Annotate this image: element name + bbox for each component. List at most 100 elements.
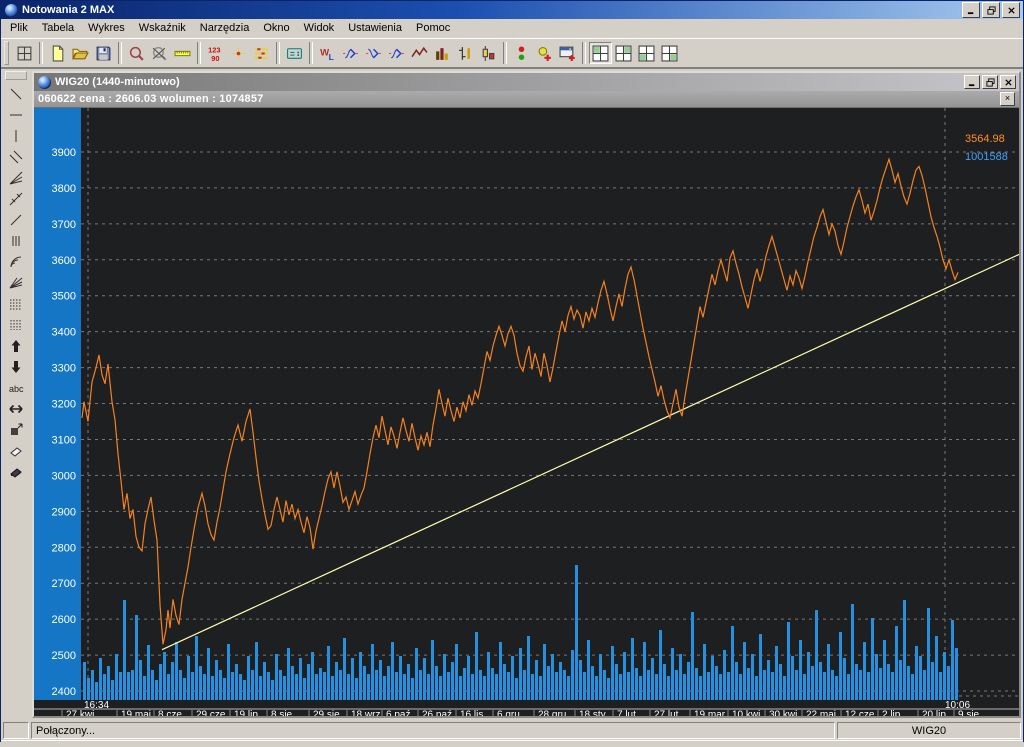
menu-ustawienia[interactable]: Ustawienia xyxy=(348,22,402,34)
new-file-icon[interactable] xyxy=(46,42,69,64)
volume-scale-label: 1001588 xyxy=(965,151,1008,163)
trend-line-icon[interactable] xyxy=(4,209,28,230)
arrow-down-icon[interactable] xyxy=(4,356,28,377)
layout-bottom-left-icon[interactable] xyxy=(635,42,658,64)
toolbar-separator xyxy=(309,42,313,64)
x-tick-label: 27 lut xyxy=(654,710,679,717)
eraser-icon[interactable] xyxy=(4,440,28,461)
x-tick-label: 16 lis xyxy=(460,710,483,717)
gridlines xyxy=(81,108,1019,692)
vertical-lines-icon[interactable] xyxy=(4,230,28,251)
text-abc-icon[interactable]: abc xyxy=(4,377,28,398)
x-tick-label: 12 cze xyxy=(845,710,875,717)
fan-lines-icon[interactable] xyxy=(4,167,28,188)
zigzag-icon[interactable] xyxy=(408,42,431,64)
layout-bottom-right-icon[interactable] xyxy=(658,42,681,64)
zoom-off-icon[interactable] xyxy=(148,42,171,64)
info-close-icon[interactable]: × xyxy=(1000,92,1015,106)
price-line[interactable] xyxy=(81,157,959,645)
toolbar-separator xyxy=(582,42,586,64)
menu-wskanik[interactable]: Wskaźnik xyxy=(138,22,186,34)
fib-arcs-icon[interactable] xyxy=(4,251,28,272)
toolbar-grip[interactable] xyxy=(4,41,9,65)
arrow-signal-3-icon[interactable] xyxy=(385,42,408,64)
open-folder-icon[interactable] xyxy=(69,42,92,64)
last-price-label: 3564.98 xyxy=(965,133,1005,145)
gann-fan-icon[interactable] xyxy=(4,272,28,293)
zoom-in-icon[interactable] xyxy=(125,42,148,64)
main-toolbar: 123 90 W L xyxy=(1,38,1023,68)
retracement-values-icon[interactable]: 123 90 xyxy=(204,42,227,64)
window-grid-icon[interactable] xyxy=(13,42,36,64)
close-icon[interactable] xyxy=(1002,2,1020,18)
window-controls xyxy=(962,2,1020,18)
chart-close-icon[interactable] xyxy=(1000,75,1016,89)
pitchfork-icon[interactable] xyxy=(4,188,28,209)
zoom-range-icon[interactable] xyxy=(4,419,28,440)
width-arrows-icon[interactable] xyxy=(4,398,28,419)
circle-add-icon[interactable] xyxy=(533,42,556,64)
y-tick-label: 2400 xyxy=(52,686,76,698)
save-icon[interactable] xyxy=(92,42,115,64)
volume-bars xyxy=(83,565,958,700)
menu-plik[interactable]: Plik xyxy=(10,22,28,34)
menu-narzdzia[interactable]: Narzędzia xyxy=(199,22,250,34)
ohlc-bars-icon[interactable] xyxy=(454,42,477,64)
chart-canvas-container[interactable]: 2400 2500 2600 2700 2800 2900 3000 3100 3200 3300… xyxy=(34,108,1019,716)
minimize-icon[interactable] xyxy=(962,2,980,18)
window-add-icon[interactable] xyxy=(556,42,579,64)
y-axis[interactable]: 2400 2500 2600 2700 2800 2900 3000 3100 3200 3300… xyxy=(34,108,81,700)
menu-pomoc[interactable]: Pomoc xyxy=(416,22,451,34)
menu-tabela[interactable]: Tabela xyxy=(41,22,75,34)
x-tick-label: 6 gru xyxy=(497,710,520,717)
volume-bars-icon[interactable] xyxy=(431,42,454,64)
x-tick-label: 29 sie xyxy=(313,710,340,717)
y-tick-label: 3300 xyxy=(52,363,76,375)
chart-restore-icon[interactable] xyxy=(982,75,998,89)
x-tick-label: 2 lip xyxy=(882,710,901,717)
x-tick-label: 29 cze xyxy=(196,710,226,717)
dots-signal-icon[interactable] xyxy=(510,42,533,64)
eraser-dark-icon[interactable] xyxy=(4,461,28,482)
fib-retracement-icon[interactable] xyxy=(4,293,28,314)
levels-icon[interactable] xyxy=(250,42,273,64)
x-tick-label: 22 maj xyxy=(806,710,836,717)
parallel-lines-icon[interactable] xyxy=(4,146,28,167)
arrow-signal-2-icon[interactable] xyxy=(362,42,385,64)
toolbar-separator xyxy=(503,42,507,64)
arrow-signal-1-icon[interactable] xyxy=(339,42,362,64)
toolbar-handle[interactable] xyxy=(5,71,27,80)
y-tick-label: 3900 xyxy=(52,147,76,159)
x-tick-label: 26 paź xyxy=(422,710,452,717)
line-oblique-icon[interactable] xyxy=(4,83,28,104)
menu-wykres[interactable]: Wykres xyxy=(88,22,125,34)
line-vertical-icon[interactable] xyxy=(4,125,28,146)
x-tick-label: 9 sie xyxy=(958,710,980,717)
chart-window-title: WIG20 (1440-minutowo) xyxy=(55,76,180,88)
crosshair-icon[interactable] xyxy=(227,42,250,64)
window-titlebar[interactable]: Notowania 2 MAX xyxy=(1,1,1023,19)
x-tick-label: 18 sty xyxy=(579,710,606,717)
y-tick-label: 3200 xyxy=(52,399,76,411)
arrow-up-icon[interactable] xyxy=(4,335,28,356)
chart-window-titlebar[interactable]: WIG20 (1440-minutowo) xyxy=(34,73,1019,91)
menu-okno[interactable]: Okno xyxy=(263,22,290,34)
restore-icon[interactable] xyxy=(982,2,1000,18)
layout-single-icon[interactable] xyxy=(589,42,612,64)
trend-line[interactable] xyxy=(161,253,1019,651)
fib-timezones-icon[interactable] xyxy=(4,314,28,335)
candles-icon[interactable] xyxy=(477,42,500,64)
data-window-icon[interactable] xyxy=(283,42,306,64)
layout-top-right-icon[interactable] xyxy=(612,42,635,64)
ruler-icon[interactable] xyxy=(171,42,194,64)
status-grip xyxy=(3,722,29,739)
menu-widok[interactable]: Widok xyxy=(303,22,335,34)
line-horizontal-icon[interactable] xyxy=(4,104,28,125)
toolbar-separator xyxy=(197,42,201,64)
chart-minimize-icon[interactable] xyxy=(964,75,980,89)
y-tick-label: 3700 xyxy=(52,219,76,231)
time-axis[interactable]: 16:34 10:06 27 kwi 19 maj 8 cze 29 cze 19 lip 8… xyxy=(34,700,1019,716)
x-tick-label: 30 kwi xyxy=(769,710,797,717)
